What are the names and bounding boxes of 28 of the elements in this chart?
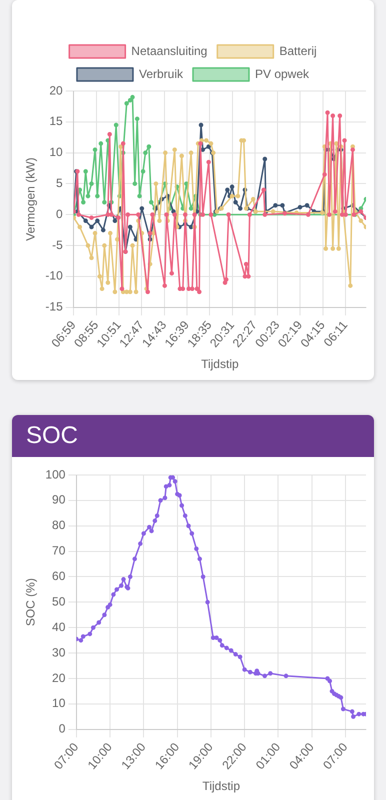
y-tick-label: 40 — [52, 620, 66, 634]
y-tick-label: 0 — [58, 722, 66, 736]
y-tick-label: 20 — [49, 83, 64, 98]
x-axis-title: Tijdstip — [201, 357, 239, 372]
y-tick-label: 5 — [56, 176, 64, 190]
y-tick-label: 10 — [52, 696, 66, 710]
legend-label: Netaansluiting — [131, 44, 208, 58]
y-tick-label: 100 — [45, 467, 66, 482]
x-axis-title: Tijdstip — [202, 779, 240, 794]
y-axis-title: Vermogen (kW) — [24, 157, 38, 241]
y-tick-label: 10 — [49, 145, 64, 160]
legend-label: PV opwek — [254, 66, 310, 81]
y-tick-label: 90 — [52, 492, 66, 507]
y-tick-label: 80 — [52, 518, 66, 532]
y-tick-label: -10 — [45, 268, 64, 283]
chart-title: SOC — [12, 415, 374, 457]
legend-label: Verbruik — [138, 66, 184, 81]
y-tick-label: 50 — [52, 594, 66, 608]
y-tick-label: 20 — [52, 670, 66, 685]
y-tick-label: 70 — [52, 544, 66, 558]
y-tick-label: 60 — [52, 569, 66, 584]
y-tick-label: -15 — [45, 300, 64, 314]
y-tick-label: 15 — [49, 114, 64, 128]
y-tick-label: -5 — [52, 238, 64, 252]
y-axis-title: SOC (%) — [24, 578, 38, 626]
y-tick-label: 0 — [56, 206, 64, 221]
y-tick-label: 30 — [52, 645, 66, 660]
legend-label: Batterij — [279, 44, 317, 58]
